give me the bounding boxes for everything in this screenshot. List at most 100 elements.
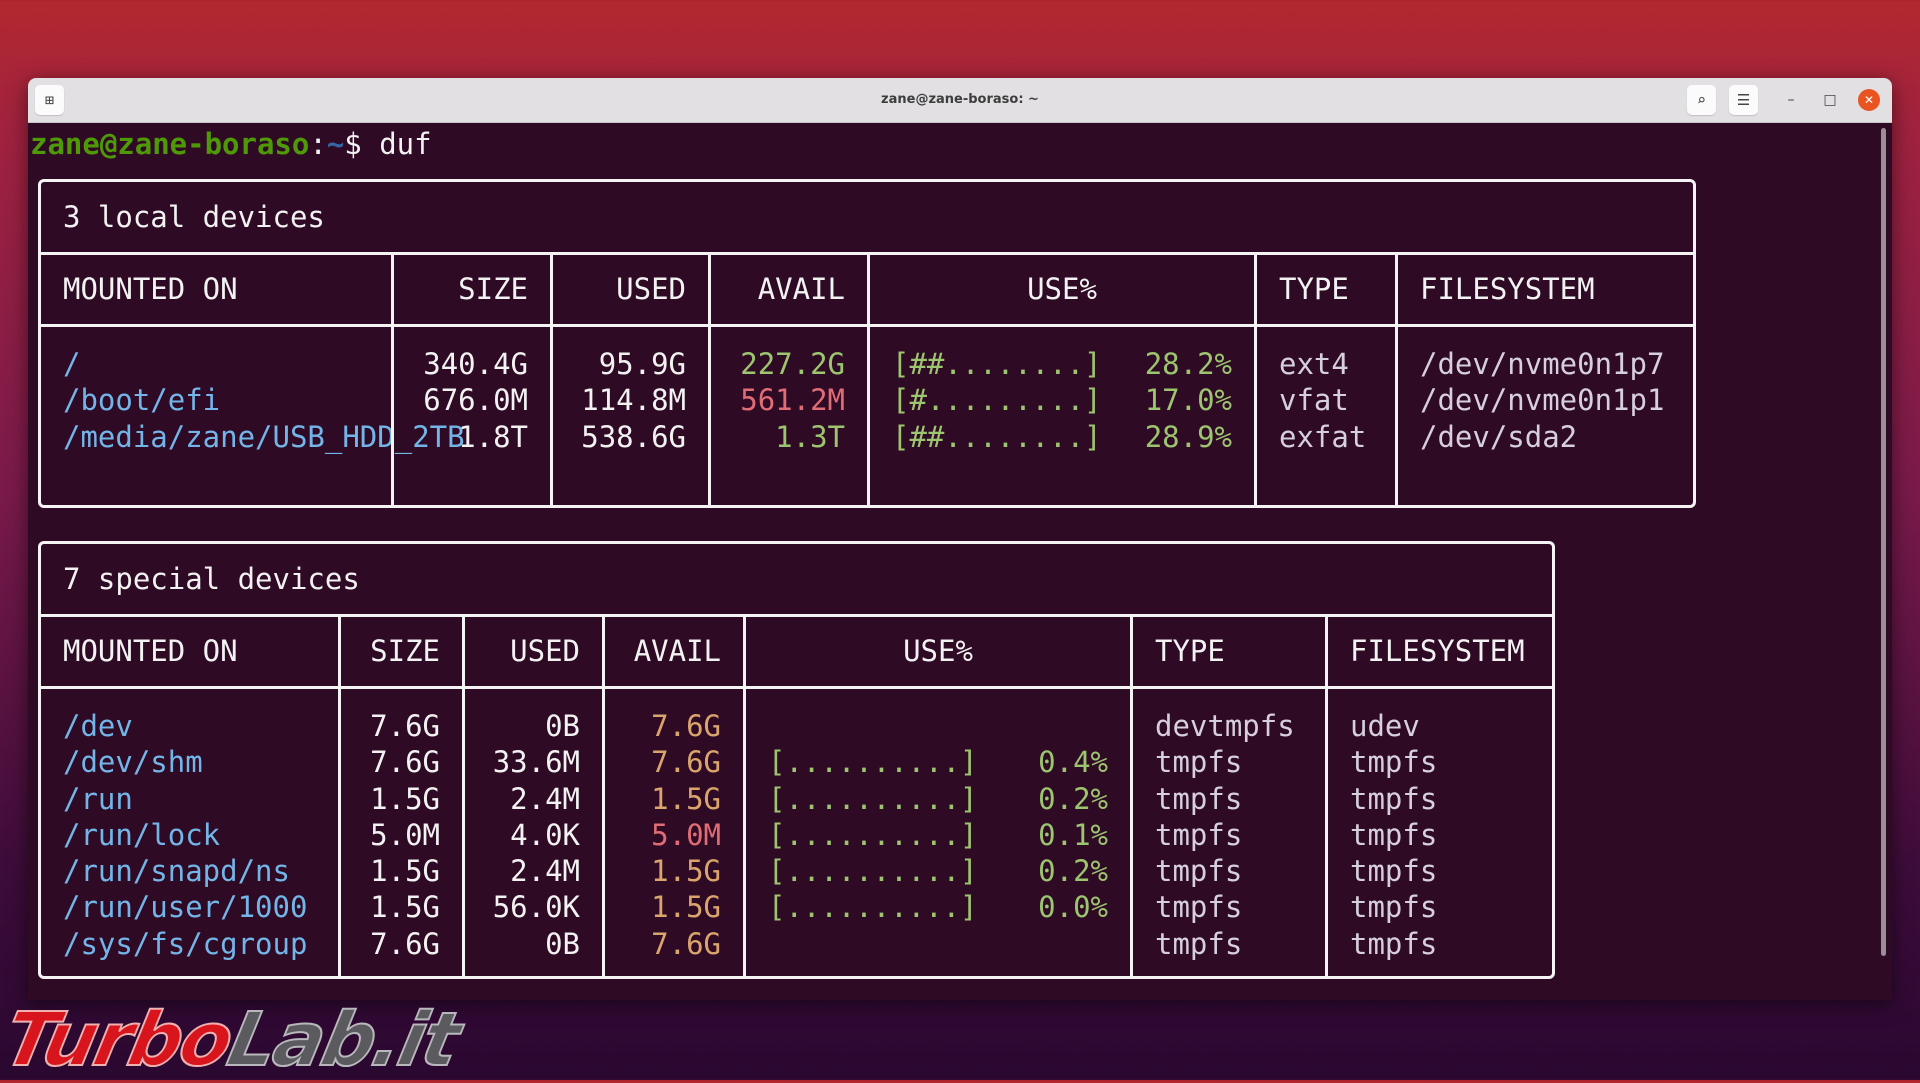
- type-value: tmpfs: [1155, 781, 1243, 816]
- avail-value: 7.6G: [651, 745, 721, 780]
- hamburger-menu-icon: ☰: [1736, 91, 1751, 109]
- used-value: 538.6G: [581, 419, 686, 454]
- prompt-path: ~: [326, 127, 345, 161]
- header-used[interactable]: USED: [550, 255, 708, 327]
- type-value: tmpfs: [1155, 817, 1243, 852]
- type-value: devtmpfs: [1155, 709, 1295, 743]
- column-used: 95.9G 114.8M 538.6G: [550, 327, 708, 506]
- maximize-button[interactable]: □: [1819, 89, 1841, 111]
- mount-point[interactable]: /boot/efi: [63, 382, 369, 418]
- filesystem-value: /dev/sda2: [1420, 419, 1578, 454]
- search-button[interactable]: ⌕: [1687, 85, 1716, 115]
- avail-value: 7.6G: [651, 709, 721, 743]
- usage-percent: 0.2%: [1038, 854, 1108, 889]
- turbolab-watermark-logo: TurboLab.it: [0, 996, 467, 1083]
- usage-cell: [##........] 28.9%: [892, 419, 1232, 455]
- mount-point[interactable]: /: [63, 346, 369, 382]
- type-value: ext4: [1279, 347, 1349, 381]
- header-avail[interactable]: AVAIL: [708, 255, 867, 327]
- header-mounted-on[interactable]: MOUNTED ON: [41, 255, 391, 327]
- used-value: 2.4M: [510, 781, 580, 816]
- header-use-percent[interactable]: USE%: [743, 617, 1130, 689]
- used-value: 114.8M: [581, 383, 686, 418]
- filesystem-value: tmpfs: [1350, 781, 1438, 816]
- usage-bar: [..........]: [768, 817, 978, 852]
- prompt-symbol: $: [344, 127, 380, 161]
- device-grid: MOUNTED ON SIZE USED AVAIL USE% TYPE FILESYSTE…: [41, 255, 1693, 506]
- header-used[interactable]: USED: [462, 617, 602, 689]
- title-bar: zane@zane-boraso: ~ ⊞ ⌕ ☰ – □ ✕: [28, 78, 1892, 123]
- header-avail[interactable]: AVAIL: [602, 617, 743, 689]
- usage-percent: 0.2%: [1038, 781, 1108, 816]
- column-type: ext4 vfat exfat: [1254, 327, 1395, 506]
- avail-value: 1.5G: [651, 854, 721, 889]
- filesystem-value: tmpfs: [1350, 745, 1438, 780]
- avail-value: 1.5G: [651, 890, 721, 925]
- type-value: exfat: [1279, 419, 1367, 454]
- usage-percent: 28.9%: [1144, 419, 1232, 454]
- avail-value: 561.2M: [740, 383, 845, 418]
- prompt-separator: :: [309, 127, 327, 161]
- header-use-percent[interactable]: USE%: [867, 255, 1254, 327]
- mount-path: /sys/fs/cgroup: [63, 926, 308, 961]
- shell-prompt[interactable]: zane@zane-boraso:~$ duf: [30, 126, 432, 162]
- header-type[interactable]: TYPE: [1130, 617, 1325, 689]
- mount-point[interactable]: /dev: [63, 708, 316, 744]
- size-value: 676.0M: [423, 383, 528, 418]
- mount-point[interactable]: /run/lock: [63, 817, 316, 853]
- mount-path: /run/snapd/ns: [63, 854, 290, 889]
- new-tab-button[interactable]: ⊞: [35, 85, 64, 115]
- size-value: 1.8T: [458, 419, 528, 454]
- header-filesystem[interactable]: FILESYSTEM: [1395, 255, 1693, 327]
- scrollbar[interactable]: [1881, 128, 1886, 956]
- header-filesystem[interactable]: FILESYSTEM: [1325, 617, 1552, 689]
- mount-point[interactable]: /run/user/1000: [63, 889, 316, 925]
- filesystem-value: tmpfs: [1350, 817, 1438, 852]
- column-filesystem: udev tmpfs tmpfs tmpfs tmpfs tmpfs tmpfs: [1325, 689, 1552, 977]
- mount-point[interactable]: /media/zane/USB_HDD_2TB: [63, 419, 465, 455]
- usage-cell: [..........] 0.0%: [768, 889, 1108, 925]
- size-value: 340.4G: [423, 347, 528, 381]
- used-value: 0B: [545, 926, 580, 961]
- usage-percent: 0.0%: [1038, 890, 1108, 925]
- usage-bar: [..........]: [768, 781, 978, 816]
- used-value: 33.6M: [492, 745, 580, 780]
- maximize-icon: □: [1823, 92, 1837, 108]
- filesystem-value: /dev/nvme0n1p1: [1420, 383, 1665, 418]
- column-mounted-on: /dev/dev/shm/run/run/lock/run/snapd/ns/r…: [41, 689, 338, 976]
- minimize-button[interactable]: –: [1780, 89, 1802, 111]
- mount-path: /media/zane/USB_HDD_2TB: [63, 419, 465, 454]
- column-avail: 7.6G 7.6G 1.5G 5.0M 1.5G 1.5G 7.6G: [602, 689, 743, 977]
- used-value: 4.0K: [510, 817, 580, 852]
- header-size[interactable]: SIZE: [338, 617, 462, 689]
- column-size: 340.4G 676.0M 1.8T: [391, 327, 550, 506]
- filesystem-value: tmpfs: [1350, 890, 1438, 925]
- mount-point[interactable]: /run/snapd/ns: [63, 853, 316, 889]
- size-value: 1.5G: [370, 781, 440, 816]
- column-mounted-on: //boot/efi/media/zane/USB_HDD_2TB: [41, 327, 465, 505]
- filesystem-value: udev: [1350, 709, 1420, 743]
- prompt-user-host: zane@zane-boraso: [30, 127, 310, 161]
- usage-bar: [##........]: [892, 347, 1102, 381]
- header-type[interactable]: TYPE: [1254, 255, 1395, 327]
- header-mounted-on[interactable]: MOUNTED ON: [41, 617, 338, 689]
- usage-cell: [768, 926, 1108, 962]
- mount-point[interactable]: /sys/fs/cgroup: [63, 926, 316, 962]
- minimize-icon: –: [1787, 92, 1795, 108]
- avail-value: 5.0M: [651, 817, 721, 852]
- mount-path: /run/user/1000: [63, 890, 308, 925]
- mount-point[interactable]: /dev/shm: [63, 744, 316, 780]
- avail-value: 1.3T: [775, 419, 845, 454]
- logo-part-lab: Lab.it: [220, 996, 467, 1083]
- avail-value: 1.5G: [651, 781, 721, 816]
- usage-bar: [..........]: [768, 854, 978, 889]
- menu-button[interactable]: ☰: [1729, 85, 1758, 115]
- header-size[interactable]: SIZE: [391, 255, 550, 327]
- filesystem-value: tmpfs: [1350, 926, 1438, 961]
- mount-point[interactable]: /run: [63, 781, 316, 817]
- section-title: 3 local devices: [41, 182, 1693, 255]
- filesystem-value: tmpfs: [1350, 854, 1438, 889]
- type-value: tmpfs: [1155, 745, 1243, 780]
- column-avail: 227.2G 561.2M 1.3T: [708, 327, 867, 506]
- close-button[interactable]: ✕: [1858, 89, 1880, 111]
